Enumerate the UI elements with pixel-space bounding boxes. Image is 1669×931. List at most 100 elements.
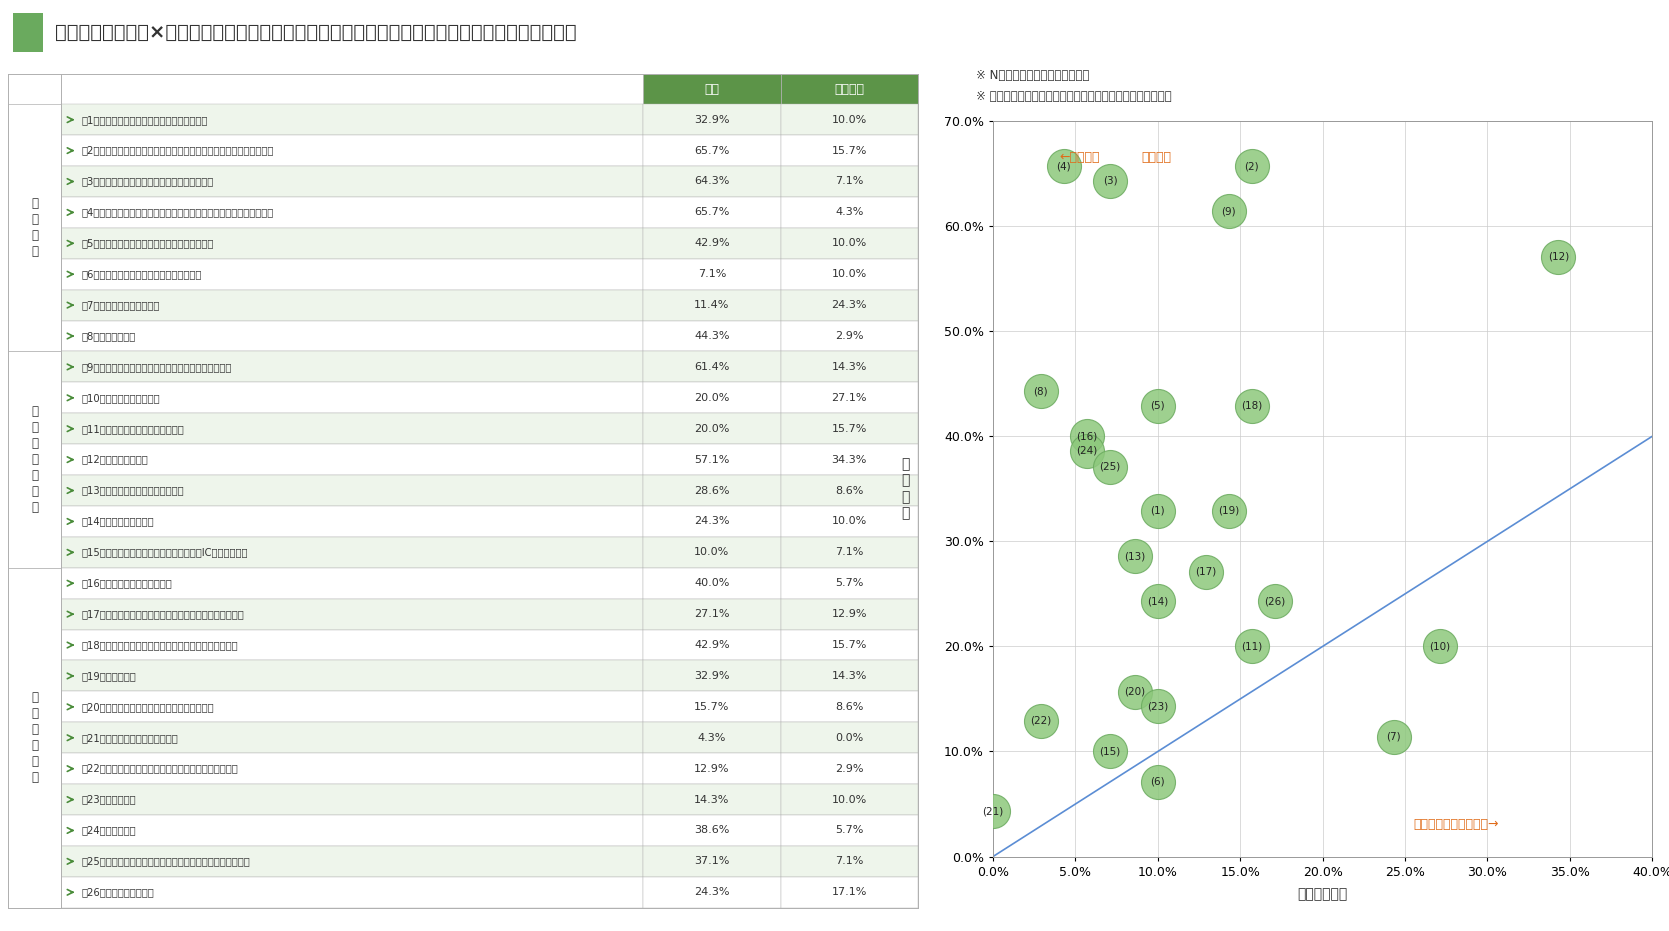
Text: （14）　実家からの距離: （14） 実家からの距離 (82, 517, 154, 526)
Bar (643, 320, 781, 352)
Bar (643, 877, 781, 908)
Point (1192, 564, 1218, 579)
Text: （26）　周辺道路の広さ: （26） 周辺道路の広さ (82, 887, 154, 897)
Bar (643, 599, 781, 629)
Text: 11.4%: 11.4% (694, 300, 729, 310)
Text: 24.3%: 24.3% (694, 517, 729, 526)
Text: （13）　もともと住んでいたエリア: （13） もともと住んでいたエリア (82, 486, 184, 495)
Point (1238, 159, 1265, 174)
Bar (643, 197, 781, 228)
Bar (62, 197, 643, 228)
Text: 15.7%: 15.7% (694, 702, 729, 712)
Text: （20）　街並みの規模感（大きさ・戸数など）: （20） 街並みの規模感（大きさ・戸数など） (82, 702, 214, 712)
Text: （12）　駅からの距離: （12） 駅からの距離 (82, 454, 149, 465)
Text: 周
辺
環
境: 周 辺 環 境 (32, 197, 38, 258)
Text: ←　・・・: ← ・・・ (1058, 152, 1100, 164)
Bar (62, 352, 643, 383)
Bar (62, 877, 643, 908)
Bar (781, 722, 918, 753)
Point (1097, 173, 1123, 188)
Bar (643, 228, 781, 259)
Point (1380, 729, 1407, 744)
Text: 重視したポイント×あきらめたポイント（周辺環境／アクセス・立地／街並み・外観）自販データ: 重視したポイント×あきらめたポイント（周辺環境／アクセス・立地／街並み・外観）自… (55, 23, 577, 42)
Text: 15.7%: 15.7% (831, 145, 866, 155)
Bar (643, 815, 781, 846)
Text: 14.3%: 14.3% (831, 362, 866, 371)
Text: (17): (17) (1195, 567, 1217, 577)
Text: （10）　勤務地に近いこと: （10） 勤務地に近いこと (82, 393, 160, 403)
Text: ※ N値に対して回答した方の比率: ※ N値に対して回答した方の比率 (976, 69, 1090, 82)
Text: 65.7%: 65.7% (694, 145, 729, 155)
Text: （4）　地域のイメージ（街の印象、住民の生活スタイル、治安など）: （4） 地域のイメージ（街の印象、住民の生活スタイル、治安など） (82, 208, 274, 218)
Text: 7.1%: 7.1% (834, 857, 863, 867)
Text: (24): (24) (1077, 446, 1098, 456)
Bar (62, 228, 643, 259)
Text: （21）　インターロッキング舗装: （21） インターロッキング舗装 (82, 733, 179, 743)
Bar (643, 629, 781, 660)
Bar (62, 506, 643, 537)
Text: （8）　閑静な環境: （8） 閑静な環境 (82, 331, 135, 341)
Text: 0.0%: 0.0% (834, 733, 863, 743)
Point (1145, 699, 1172, 714)
Bar (643, 135, 781, 166)
Text: (7): (7) (1387, 732, 1400, 742)
Text: （9）　通勤・その他定期的に行く目的地とのアクセス: （9） 通勤・その他定期的に行く目的地とのアクセス (82, 362, 232, 371)
Point (1545, 250, 1572, 264)
Bar (62, 259, 643, 290)
Text: (15): (15) (1100, 747, 1120, 757)
Text: あきらめ優位　・・・→: あきらめ優位 ・・・→ (1414, 818, 1499, 831)
Point (1122, 548, 1148, 563)
Text: (25): (25) (1100, 462, 1120, 472)
Point (1122, 684, 1148, 699)
Bar (781, 228, 918, 259)
Bar (781, 290, 918, 320)
Text: 42.9%: 42.9% (694, 640, 729, 650)
Text: 14.3%: 14.3% (694, 794, 729, 804)
Bar (62, 660, 643, 692)
Bar (781, 877, 918, 908)
Text: 37.1%: 37.1% (694, 857, 729, 867)
Text: 10.0%: 10.0% (831, 794, 866, 804)
Text: (21): (21) (983, 806, 1003, 816)
Text: 重視優位: 重視優位 (1142, 152, 1172, 164)
Text: 8.6%: 8.6% (834, 702, 863, 712)
Bar (781, 660, 918, 692)
Text: (19): (19) (1218, 506, 1240, 516)
Text: （24）　建物面積: （24） 建物面積 (82, 826, 135, 835)
Bar (781, 784, 918, 815)
Text: (8): (8) (1033, 386, 1048, 396)
Text: 5.7%: 5.7% (834, 578, 863, 588)
Text: （17）　カーポートのスペース（幅・奥行き・使い勝手）: （17） カーポートのスペース（幅・奥行き・使い勝手） (82, 609, 244, 619)
Text: 街
並
み
・
外
観: 街 並 み ・ 外 観 (32, 691, 38, 784)
Bar (643, 537, 781, 568)
Text: （3）　周辺環境（街並み、公園、自然　など）: （3） 周辺環境（街並み、公園、自然 など） (82, 177, 214, 186)
Bar (62, 629, 643, 660)
Text: （22）　街並みデザイン（統一感・周辺環境との調和）: （22） 街並みデザイン（統一感・周辺環境との調和） (82, 763, 239, 774)
Point (1145, 504, 1172, 519)
Point (1215, 504, 1242, 519)
Bar (62, 135, 643, 166)
Text: (14): (14) (1147, 596, 1168, 606)
Text: (5): (5) (1150, 400, 1165, 411)
Text: (13): (13) (1125, 551, 1145, 561)
Text: 4.3%: 4.3% (834, 208, 863, 218)
Bar (643, 104, 781, 135)
Text: 24.3%: 24.3% (694, 887, 729, 897)
Text: (23): (23) (1147, 701, 1168, 711)
Text: （5）　教育環境（保育園・小学校など）が近い: （5） 教育環境（保育園・小学校など）が近い (82, 238, 214, 249)
Text: 15.7%: 15.7% (831, 424, 866, 434)
Text: 10.0%: 10.0% (831, 517, 866, 526)
Point (980, 803, 1006, 818)
Bar (781, 352, 918, 383)
Text: 65.7%: 65.7% (694, 208, 729, 218)
Point (1215, 204, 1242, 219)
Text: 40.0%: 40.0% (694, 578, 729, 588)
Point (1097, 744, 1123, 759)
Point (1262, 594, 1288, 609)
Text: 20.0%: 20.0% (694, 424, 729, 434)
Text: 5.7%: 5.7% (834, 826, 863, 835)
Bar (62, 722, 643, 753)
Bar (62, 784, 643, 815)
Text: (18): (18) (1242, 400, 1262, 411)
Bar (62, 599, 643, 629)
